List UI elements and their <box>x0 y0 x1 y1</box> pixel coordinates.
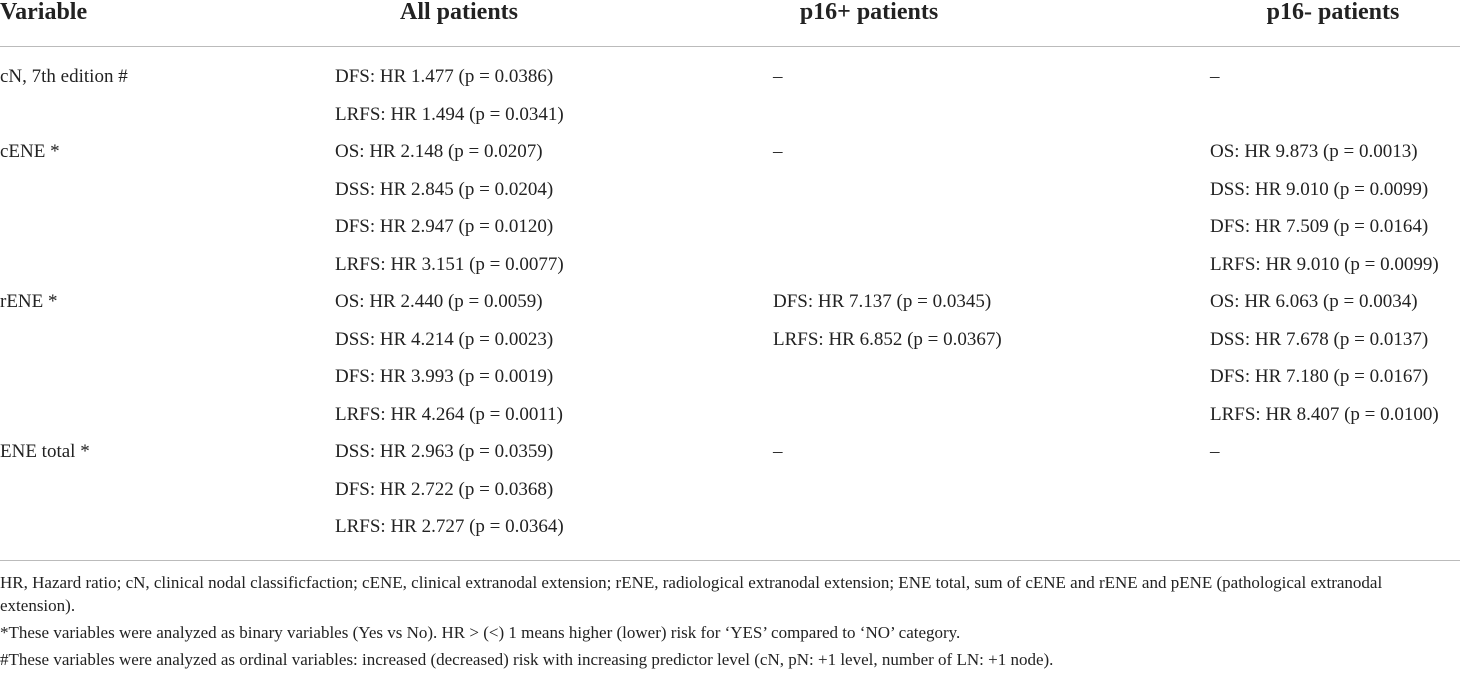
result-cell: – <box>773 66 783 87</box>
result-cell: DFS: HR 1.477 (p = 0.0386) <box>335 66 554 87</box>
result-cell: LRFS: HR 1.494 (p = 0.0341) <box>335 103 564 125</box>
footnote: #These variables were analyzed as ordina… <box>0 650 1054 669</box>
result-cell: OS: HR 2.148 (p = 0.0207) <box>335 141 543 162</box>
column-header: Variable <box>0 0 88 25</box>
result-cell: OS: HR 6.063 (p = 0.0034) <box>1210 291 1418 312</box>
result-cell: – <box>773 441 783 462</box>
result-cell: DFS: HR 2.947 (p = 0.0120) <box>335 216 554 237</box>
result-cell: – <box>1210 66 1220 87</box>
result-cell: DFS: HR 7.509 (p = 0.0164) <box>1210 216 1429 237</box>
result-cell: LRFS: HR 3.151 (p = 0.0077) <box>335 253 564 275</box>
variable-cell: rENE * <box>0 291 58 312</box>
variable-cell: cN, 7th edition # <box>0 66 128 87</box>
result-cell: LRFS: HR 2.727 (p = 0.0364) <box>335 516 564 537</box>
result-cell: DFS: HR 3.993 (p = 0.0019) <box>335 366 554 387</box>
column-header: All patients <box>399 0 519 25</box>
result-cell: DSS: HR 2.963 (p = 0.0359) <box>335 441 554 462</box>
result-cell: – <box>773 141 783 162</box>
column-header: p16+ patients <box>799 0 939 25</box>
result-cell: DSS: HR 4.214 (p = 0.0023) <box>335 328 554 350</box>
bottom-rule <box>0 560 1460 561</box>
variable-cell: cENE * <box>0 141 60 162</box>
result-cell: LRFS: HR 8.407 (p = 0.0100) <box>1210 403 1439 425</box>
footnotes: HR, Hazard ratio; cN, clinical nodal cla… <box>0 571 1458 675</box>
result-cell: LRFS: HR 4.264 (p = 0.0011) <box>335 403 563 425</box>
variable-cell: ENE total * <box>0 441 90 462</box>
footnote: *These variables were analyzed as binary… <box>0 623 961 642</box>
result-cell: – <box>1210 441 1220 462</box>
column-header: p16- patients <box>1266 0 1400 25</box>
result-cell: DSS: HR 9.010 (p = 0.0099) <box>1210 178 1429 200</box>
result-cell: DFS: HR 7.137 (p = 0.0345) <box>773 291 992 312</box>
result-cell: LRFS: HR 6.852 (p = 0.0367) <box>773 328 1002 350</box>
result-cell: DSS: HR 2.845 (p = 0.0204) <box>335 178 554 200</box>
result-cell: DFS: HR 7.180 (p = 0.0167) <box>1210 366 1429 387</box>
footnote: HR, Hazard ratio; cN, clinical nodal cla… <box>0 573 1383 615</box>
result-cell: LRFS: HR 9.010 (p = 0.0099) <box>1210 253 1439 275</box>
result-cell: OS: HR 9.873 (p = 0.0013) <box>1210 141 1418 162</box>
header-rule <box>0 46 1460 47</box>
result-cell: DFS: HR 2.722 (p = 0.0368) <box>335 478 554 500</box>
result-cell: DSS: HR 7.678 (p = 0.0137) <box>1210 328 1429 350</box>
result-cell: OS: HR 2.440 (p = 0.0059) <box>335 291 543 312</box>
